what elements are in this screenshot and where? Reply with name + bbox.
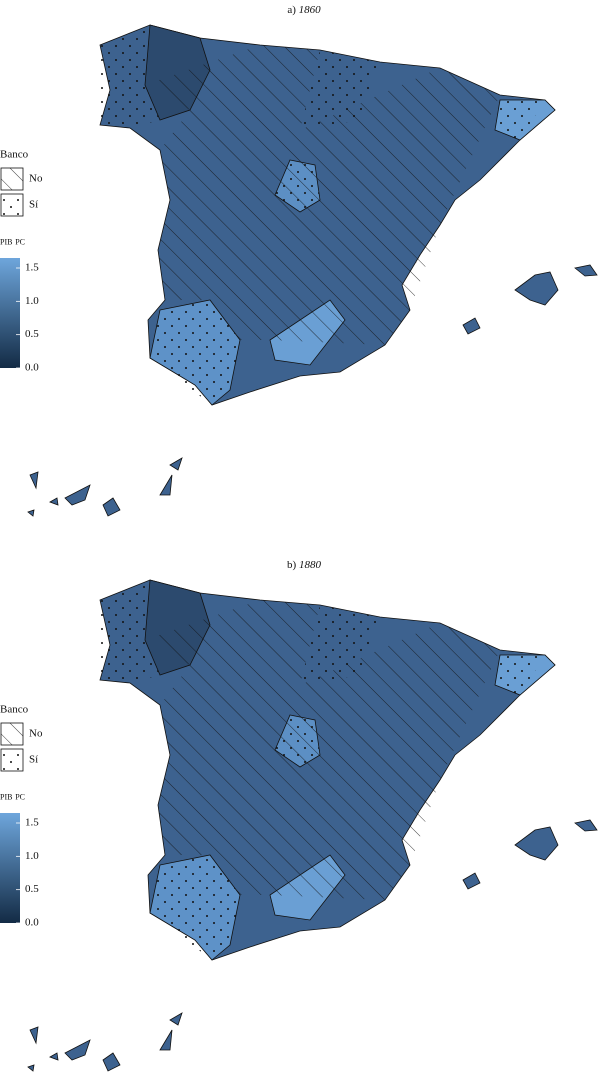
scale-tick-label: 0.0 xyxy=(25,362,39,374)
legend-label: Sí xyxy=(29,199,38,211)
panel-label: b) xyxy=(287,559,297,571)
scale-title: pib pc xyxy=(0,236,25,248)
scale-tick-label: 0.0 xyxy=(25,917,39,929)
panel-label: a) xyxy=(287,4,296,16)
legend-label: No xyxy=(29,173,43,185)
legend-label: Sí xyxy=(29,754,38,766)
legend-title: Banco xyxy=(0,704,29,716)
map xyxy=(27,579,598,1072)
panel-year: 1880 xyxy=(299,559,322,571)
legend-key xyxy=(0,748,24,772)
scale-tick-label: 1.0 xyxy=(25,850,39,862)
colorbar xyxy=(0,258,20,368)
legend-title: Banco xyxy=(0,149,29,161)
legend-key xyxy=(0,193,24,217)
scale-tick-label: 0.5 xyxy=(25,328,39,340)
scale-tick-label: 0.5 xyxy=(25,883,39,895)
colorbar xyxy=(0,813,20,923)
legend-key xyxy=(0,722,24,746)
map xyxy=(27,24,598,517)
map-title: a) 1860 xyxy=(287,4,321,16)
map-title: b) 1880 xyxy=(287,559,321,571)
scale-title: pib pc xyxy=(0,791,25,803)
legend-label: No xyxy=(29,728,43,740)
scale-tick-label: 1.0 xyxy=(25,295,39,307)
scale-tick-label: 1.5 xyxy=(25,817,39,829)
scale-tick-label: 1.5 xyxy=(25,262,39,274)
legend-key xyxy=(0,167,24,191)
panel-year: 1860 xyxy=(299,4,322,16)
